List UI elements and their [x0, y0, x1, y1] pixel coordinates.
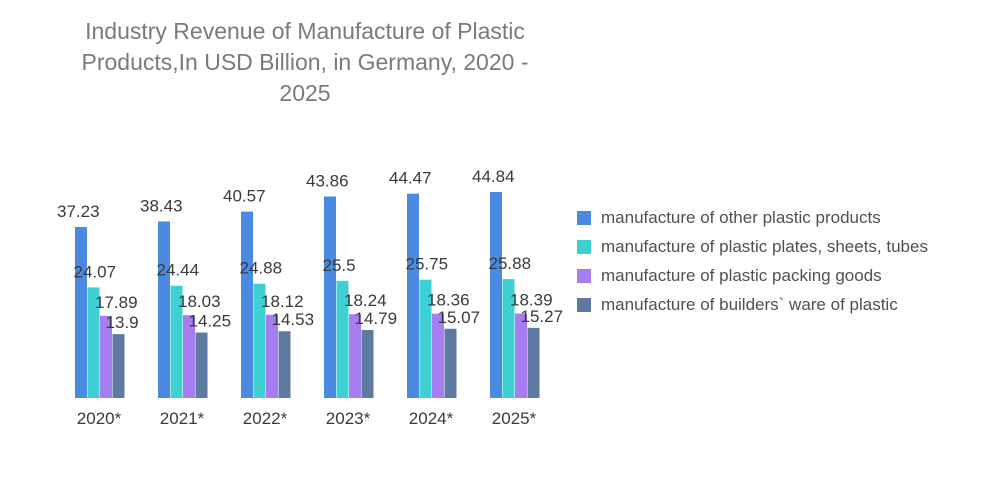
x-tick-label: 2021*	[160, 409, 205, 428]
value-label-builders-1: 13.9	[106, 313, 139, 332]
legend-label: manufacture of other plastic products	[601, 207, 881, 227]
legend-swatch	[577, 268, 591, 283]
bar-builders-3	[278, 331, 291, 398]
value-label-plates-2: 24.44	[157, 261, 200, 280]
value-label-packing-3: 18.12	[261, 292, 304, 311]
value-label-plates-6: 25.88	[489, 254, 532, 273]
bar-packing-4	[349, 314, 361, 398]
legend-label: manufacture of plastic plates, sheets, t…	[601, 236, 928, 256]
bar-plates-3	[253, 283, 266, 398]
value-label-packing-6: 18.39	[510, 291, 553, 310]
bar-packing-3	[266, 314, 278, 398]
legend-swatch	[577, 239, 591, 254]
bar-packing-5	[432, 313, 444, 398]
bar-other-1	[75, 226, 87, 398]
value-label-builders-2: 14.25	[189, 312, 232, 331]
value-label-builders-6: 15.27	[521, 307, 564, 326]
bar-plates-6	[502, 279, 515, 398]
value-label-other-6: 44.84	[472, 167, 515, 186]
bar-other-5	[407, 193, 419, 398]
value-label-other-5: 44.47	[389, 169, 432, 188]
x-tick-label: 2020*	[77, 409, 122, 428]
value-label-plates-3: 24.88	[240, 259, 283, 278]
legend-item-plates: manufacture of plastic plates, sheets, t…	[577, 232, 928, 261]
bar-other-2	[158, 221, 170, 398]
value-label-other-2: 38.43	[140, 196, 183, 215]
bar-plates-2	[170, 285, 183, 398]
value-label-plates-5: 25.75	[406, 255, 449, 274]
bar-other-3	[241, 211, 253, 398]
bar-packing-2	[183, 315, 195, 398]
value-label-packing-2: 18.03	[178, 292, 221, 311]
legend-item-builders: manufacture of builders` ware of plastic	[577, 290, 928, 319]
bar-builders-2	[195, 332, 208, 398]
bar-builders-1	[112, 334, 125, 398]
bar-builders-4	[361, 330, 374, 398]
x-tick-label: 2024*	[409, 409, 454, 428]
value-label-builders-5: 15.07	[438, 308, 481, 327]
bar-builders-6	[527, 327, 540, 398]
legend-swatch	[577, 210, 591, 225]
value-label-plates-4: 25.5	[323, 256, 356, 275]
bar-packing-6	[515, 313, 527, 398]
legend-label: manufacture of plastic packing goods	[601, 265, 882, 285]
value-label-packing-1: 17.89	[95, 293, 138, 312]
legend-item-other: manufacture of other plastic products	[577, 203, 928, 232]
bar-plates-4	[336, 280, 349, 398]
bar-packing-1	[100, 315, 112, 398]
value-label-packing-5: 18.36	[427, 291, 470, 310]
x-tick-label: 2025*	[492, 409, 537, 428]
value-label-packing-4: 18.24	[344, 291, 387, 310]
bar-other-4	[324, 196, 336, 398]
value-label-other-1: 37.23	[57, 202, 100, 221]
bar-plates-1	[87, 287, 100, 398]
legend: manufacture of other plastic products man…	[577, 203, 928, 319]
bar-plates-5	[419, 279, 432, 398]
value-label-builders-3: 14.53	[272, 310, 315, 329]
value-label-other-4: 43.86	[306, 172, 349, 191]
legend-swatch	[577, 297, 591, 312]
value-label-builders-4: 14.79	[355, 309, 398, 328]
x-tick-label: 2022*	[243, 409, 288, 428]
chart-title: Industry Revenue of Manufacture of Plast…	[81, 18, 529, 106]
legend-label: manufacture of builders` ware of plastic	[601, 294, 898, 314]
x-tick-label: 2023*	[326, 409, 371, 428]
value-label-plates-1: 24.07	[74, 262, 117, 281]
value-label-other-3: 40.57	[223, 187, 266, 206]
bar-other-6	[490, 192, 502, 398]
legend-item-packing: manufacture of plastic packing goods	[577, 261, 928, 290]
bar-builders-5	[444, 328, 457, 398]
